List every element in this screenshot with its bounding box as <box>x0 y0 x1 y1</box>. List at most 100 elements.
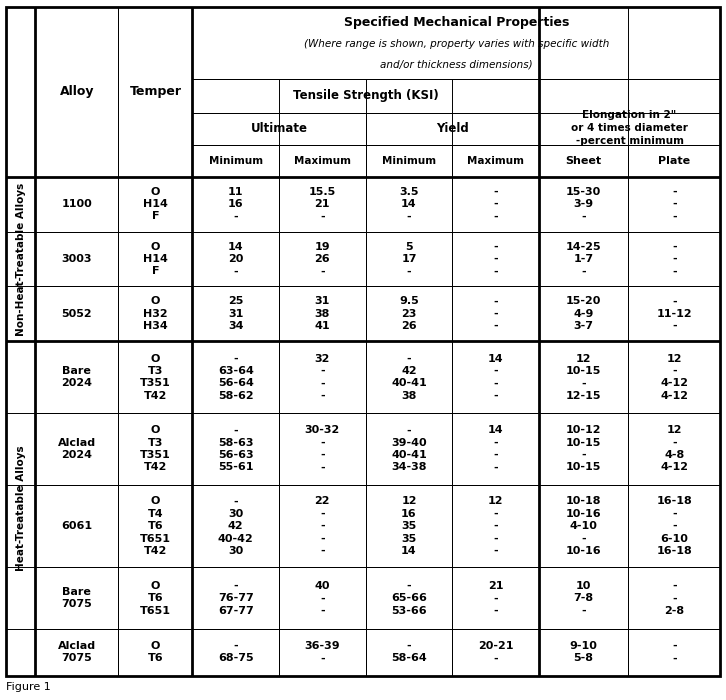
Text: Minimum: Minimum <box>382 155 436 166</box>
Bar <box>118 176 192 232</box>
Text: Figure 1: Figure 1 <box>6 682 51 692</box>
Bar <box>279 568 366 629</box>
Bar <box>118 286 192 342</box>
Bar <box>452 286 539 342</box>
Text: 5052: 5052 <box>62 309 92 318</box>
Text: and/or thickness dimensions): and/or thickness dimensions) <box>380 60 533 69</box>
Bar <box>452 568 539 629</box>
Bar <box>628 286 720 342</box>
Bar <box>279 413 366 484</box>
Bar <box>192 78 539 113</box>
Text: Ultimate: Ultimate <box>250 122 308 135</box>
Bar <box>366 113 539 145</box>
Bar <box>366 176 452 232</box>
Bar <box>279 145 366 176</box>
Text: 32
-
-
-: 32 - - - <box>314 354 330 400</box>
Text: O
T4
T6
T651
T42: O T4 T6 T651 T42 <box>140 496 171 556</box>
Text: -
68-75: - 68-75 <box>218 641 253 664</box>
Text: Sheet: Sheet <box>566 155 602 166</box>
Bar <box>118 568 192 629</box>
Text: O
H32
H34: O H32 H34 <box>143 296 168 331</box>
Text: -
-
-: - - - <box>493 187 498 221</box>
Text: 14
-
-
-: 14 - - - <box>488 426 503 472</box>
Text: 12
-
4-8
4-12: 12 - 4-8 4-12 <box>660 426 688 472</box>
Text: 31
38
41: 31 38 41 <box>314 296 330 331</box>
Bar <box>539 232 628 286</box>
Text: Maximum: Maximum <box>294 155 351 166</box>
Bar <box>192 568 279 629</box>
Text: -
58-63
56-63
55-61: - 58-63 56-63 55-61 <box>218 426 253 472</box>
Text: 6061: 6061 <box>61 521 92 531</box>
Text: 12
-
4-12
4-12: 12 - 4-12 4-12 <box>660 354 688 400</box>
Text: Temper: Temper <box>129 85 182 98</box>
Text: 21
-
-: 21 - - <box>488 581 503 616</box>
Text: 16-18
-
-
6-10
16-18: 16-18 - - 6-10 16-18 <box>656 496 692 556</box>
Text: 14
-
-
-: 14 - - - <box>488 354 503 400</box>
Bar <box>539 568 628 629</box>
Text: 30-32
-
-
-: 30-32 - - - <box>305 426 340 472</box>
Text: O
T3
T351
T42: O T3 T351 T42 <box>140 354 171 400</box>
Bar <box>118 232 192 286</box>
Text: Tensile Strength (KSI): Tensile Strength (KSI) <box>293 89 439 102</box>
Bar <box>192 7 720 78</box>
Bar <box>192 342 279 413</box>
Bar <box>366 629 452 676</box>
Text: 11
16
-: 11 16 - <box>228 187 243 221</box>
Bar <box>366 413 452 484</box>
Bar <box>628 484 720 568</box>
Bar <box>36 286 118 342</box>
Text: -
42
40-41
38: - 42 40-41 38 <box>391 354 427 400</box>
Bar <box>6 176 36 342</box>
Text: -
-
-: - - - <box>493 296 498 331</box>
Bar <box>539 342 628 413</box>
Text: 9-10
5-8: 9-10 5-8 <box>570 641 597 664</box>
Bar <box>279 232 366 286</box>
Text: -
76-77
67-77: - 76-77 67-77 <box>218 581 253 616</box>
Text: O
T3
T351
T42: O T3 T351 T42 <box>140 426 171 472</box>
Text: O
H14
F: O H14 F <box>143 187 168 221</box>
Bar <box>366 568 452 629</box>
Bar <box>192 413 279 484</box>
Text: Elongation in 2"
or 4 times diameter
-percent minimum: Elongation in 2" or 4 times diameter -pe… <box>571 110 688 146</box>
Bar <box>279 484 366 568</box>
Text: -
-
-: - - - <box>672 241 677 276</box>
Bar <box>539 629 628 676</box>
Text: O
T6: O T6 <box>147 641 163 664</box>
Text: 40
-
-: 40 - - <box>314 581 330 616</box>
Text: 9.5
23
26: 9.5 23 26 <box>399 296 419 331</box>
Bar <box>36 176 118 232</box>
Text: O
H14
F: O H14 F <box>143 241 168 276</box>
Text: 10
7-8
-: 10 7-8 - <box>574 581 594 616</box>
Bar <box>192 629 279 676</box>
Text: 14
20
-: 14 20 - <box>228 241 243 276</box>
Text: -
58-64: - 58-64 <box>391 641 427 664</box>
Bar <box>452 232 539 286</box>
Text: Plate: Plate <box>658 155 690 166</box>
Text: 5
17
-: 5 17 - <box>401 241 417 276</box>
Text: Maximum: Maximum <box>467 155 524 166</box>
Bar <box>36 232 118 286</box>
Text: -
-: - - <box>672 641 677 664</box>
Text: Minimum: Minimum <box>208 155 263 166</box>
Bar <box>366 232 452 286</box>
Bar <box>628 176 720 232</box>
Text: 36-39
-: 36-39 - <box>304 641 340 664</box>
Bar <box>539 145 628 176</box>
Bar <box>452 176 539 232</box>
Text: Alclad
7075: Alclad 7075 <box>58 641 96 664</box>
Text: 14-25
1-7
-: 14-25 1-7 - <box>566 241 601 276</box>
Text: (Where range is shown, property varies with specific width: (Where range is shown, property varies w… <box>303 39 609 49</box>
Text: 12
-
-
-
-: 12 - - - - <box>488 496 503 556</box>
Text: Bare
7075: Bare 7075 <box>62 587 92 610</box>
Text: 22
-
-
-
-: 22 - - - - <box>314 496 330 556</box>
Bar <box>6 7 36 176</box>
Text: 3.5
14
-: 3.5 14 - <box>399 187 419 221</box>
Text: 12
10-15
-
12-15: 12 10-15 - 12-15 <box>566 354 601 400</box>
Bar <box>539 176 628 232</box>
Bar <box>628 413 720 484</box>
Bar <box>628 145 720 176</box>
Bar <box>628 342 720 413</box>
Bar <box>36 568 118 629</box>
Text: 20-21
-: 20-21 - <box>478 641 513 664</box>
Bar <box>118 484 192 568</box>
